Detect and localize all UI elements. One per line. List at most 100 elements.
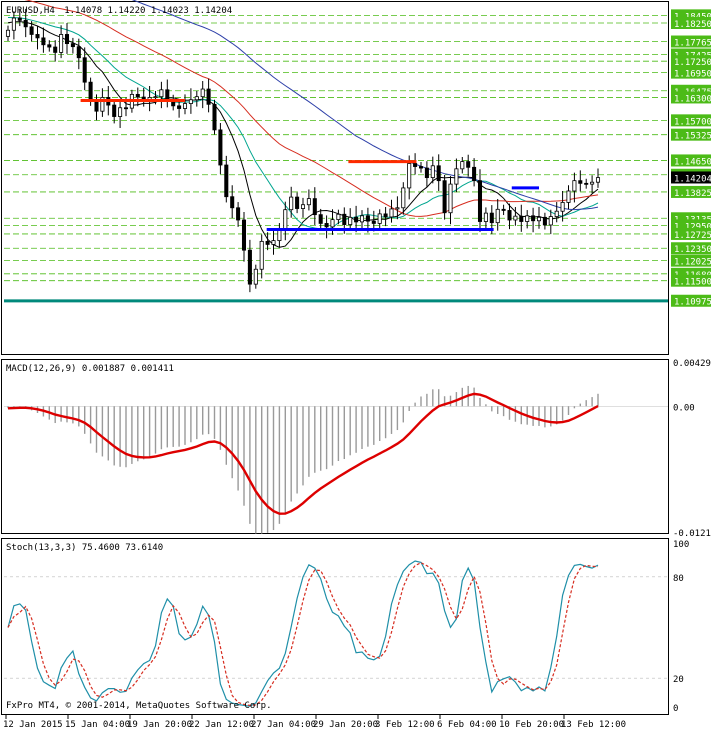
candle-bear: [354, 216, 359, 223]
candle: [265, 232, 270, 251]
candle: [336, 209, 341, 225]
candle-bull: [454, 168, 459, 185]
candle: [359, 210, 365, 229]
candle-bear: [584, 182, 589, 185]
candle-bear: [236, 207, 241, 221]
candle-bear: [472, 166, 477, 182]
candle-bear: [501, 208, 506, 211]
candle: [448, 176, 453, 225]
candle: [466, 154, 471, 177]
price-tick-label: 1.10975: [674, 298, 711, 308]
candle: [253, 264, 258, 289]
candle: [70, 37, 75, 54]
candle-bear: [135, 93, 140, 98]
macd-axis: 0.00429 0.00 -0.012179: [673, 359, 711, 539]
footer-copyright: FxPro MT4, © 2001-2014, MetaQuotes Softw…: [6, 701, 272, 711]
candle: [5, 25, 11, 41]
candle: [23, 8, 28, 38]
price-tick-bg: [671, 154, 711, 167]
candle: [194, 90, 199, 107]
price-tick-bg: [671, 55, 711, 68]
candle-bear: [70, 43, 75, 48]
candle: [64, 22, 70, 54]
price-tick-label: 1.11500: [674, 278, 711, 288]
candle-bull: [430, 165, 435, 179]
price-tick-bg: [671, 91, 711, 104]
candle: [188, 88, 193, 114]
candle: [454, 158, 459, 193]
candle-bull: [407, 163, 412, 189]
candle-bear: [383, 213, 388, 218]
price-tick-bg: [671, 35, 711, 48]
candle-bear: [177, 105, 182, 109]
candle-bear: [41, 37, 46, 46]
time-tick-label: 27 Jan 04:00: [251, 720, 316, 730]
candle: [566, 185, 571, 210]
candle: [477, 169, 483, 232]
candle-bear: [542, 216, 547, 226]
stoch-panel-frame: [1, 538, 669, 715]
candle-bull: [253, 268, 258, 285]
price-tick-bg: [671, 66, 711, 79]
candle-bull: [100, 97, 105, 112]
candle-bull: [448, 183, 453, 214]
stoch-tick-label: 80: [673, 574, 684, 584]
candle-bull: [188, 99, 193, 104]
candle-bull: [348, 216, 353, 225]
candle-bull: [483, 212, 488, 222]
candle-bull: [359, 215, 365, 223]
candle: [17, 8, 22, 27]
candle: [306, 189, 311, 211]
candle-bear: [218, 129, 223, 166]
candle-bear: [230, 196, 235, 209]
candle-bear: [531, 215, 536, 222]
candle-bull: [595, 177, 601, 183]
candle-bull: [495, 208, 500, 224]
time-tick-label: 22 Jan 12:00: [189, 720, 254, 730]
candle-bull: [525, 215, 530, 222]
candle-bull: [153, 96, 158, 99]
candle-bull: [159, 89, 164, 98]
candle-bull: [560, 202, 565, 212]
candle-bear: [64, 34, 70, 45]
candle-bull: [330, 219, 335, 228]
candle-bull: [306, 198, 311, 206]
time-tick-label: 13 Feb 12:00: [561, 720, 626, 730]
candle-bear: [123, 107, 129, 110]
candle-bull: [289, 196, 294, 211]
price-tick-bg: [671, 185, 711, 198]
price-tick-bg: [671, 114, 711, 127]
ma-mid-line: [7, 17, 599, 231]
candle-bear: [507, 210, 512, 221]
stoch-panel-title: Stoch(13,3,3) 75.4600 73.6140: [6, 543, 163, 553]
candle: [53, 40, 58, 62]
candle-bull: [572, 180, 577, 192]
candle: [159, 81, 164, 109]
candle-bear: [82, 57, 87, 83]
time-tick-label: 10 Feb 20:00: [499, 720, 564, 730]
price-tick-label: 1.17765: [674, 39, 711, 49]
candle: [560, 190, 565, 222]
candle-bear: [477, 180, 483, 222]
price-axis: 1.184501.182501.177651.174251.172501.169…: [671, 9, 711, 308]
candle-bull: [536, 216, 542, 222]
candle: [135, 87, 140, 107]
candle: [100, 88, 105, 117]
ma-fast-line: [7, 21, 599, 248]
candle-bull: [460, 161, 465, 170]
candle-bear: [442, 180, 447, 214]
candle-bear: [578, 180, 583, 184]
candle: [247, 239, 252, 293]
candle: [584, 178, 589, 189]
candle: [224, 155, 229, 203]
candle-bull: [590, 181, 595, 185]
candle-bear: [312, 198, 317, 216]
candle-bear: [212, 103, 217, 131]
candle: [595, 168, 601, 188]
price-tick-bg: [671, 242, 711, 255]
ma-long-line: [131, 0, 599, 211]
candle: [542, 212, 547, 230]
candle-bull: [11, 17, 16, 31]
candle: [212, 99, 217, 135]
